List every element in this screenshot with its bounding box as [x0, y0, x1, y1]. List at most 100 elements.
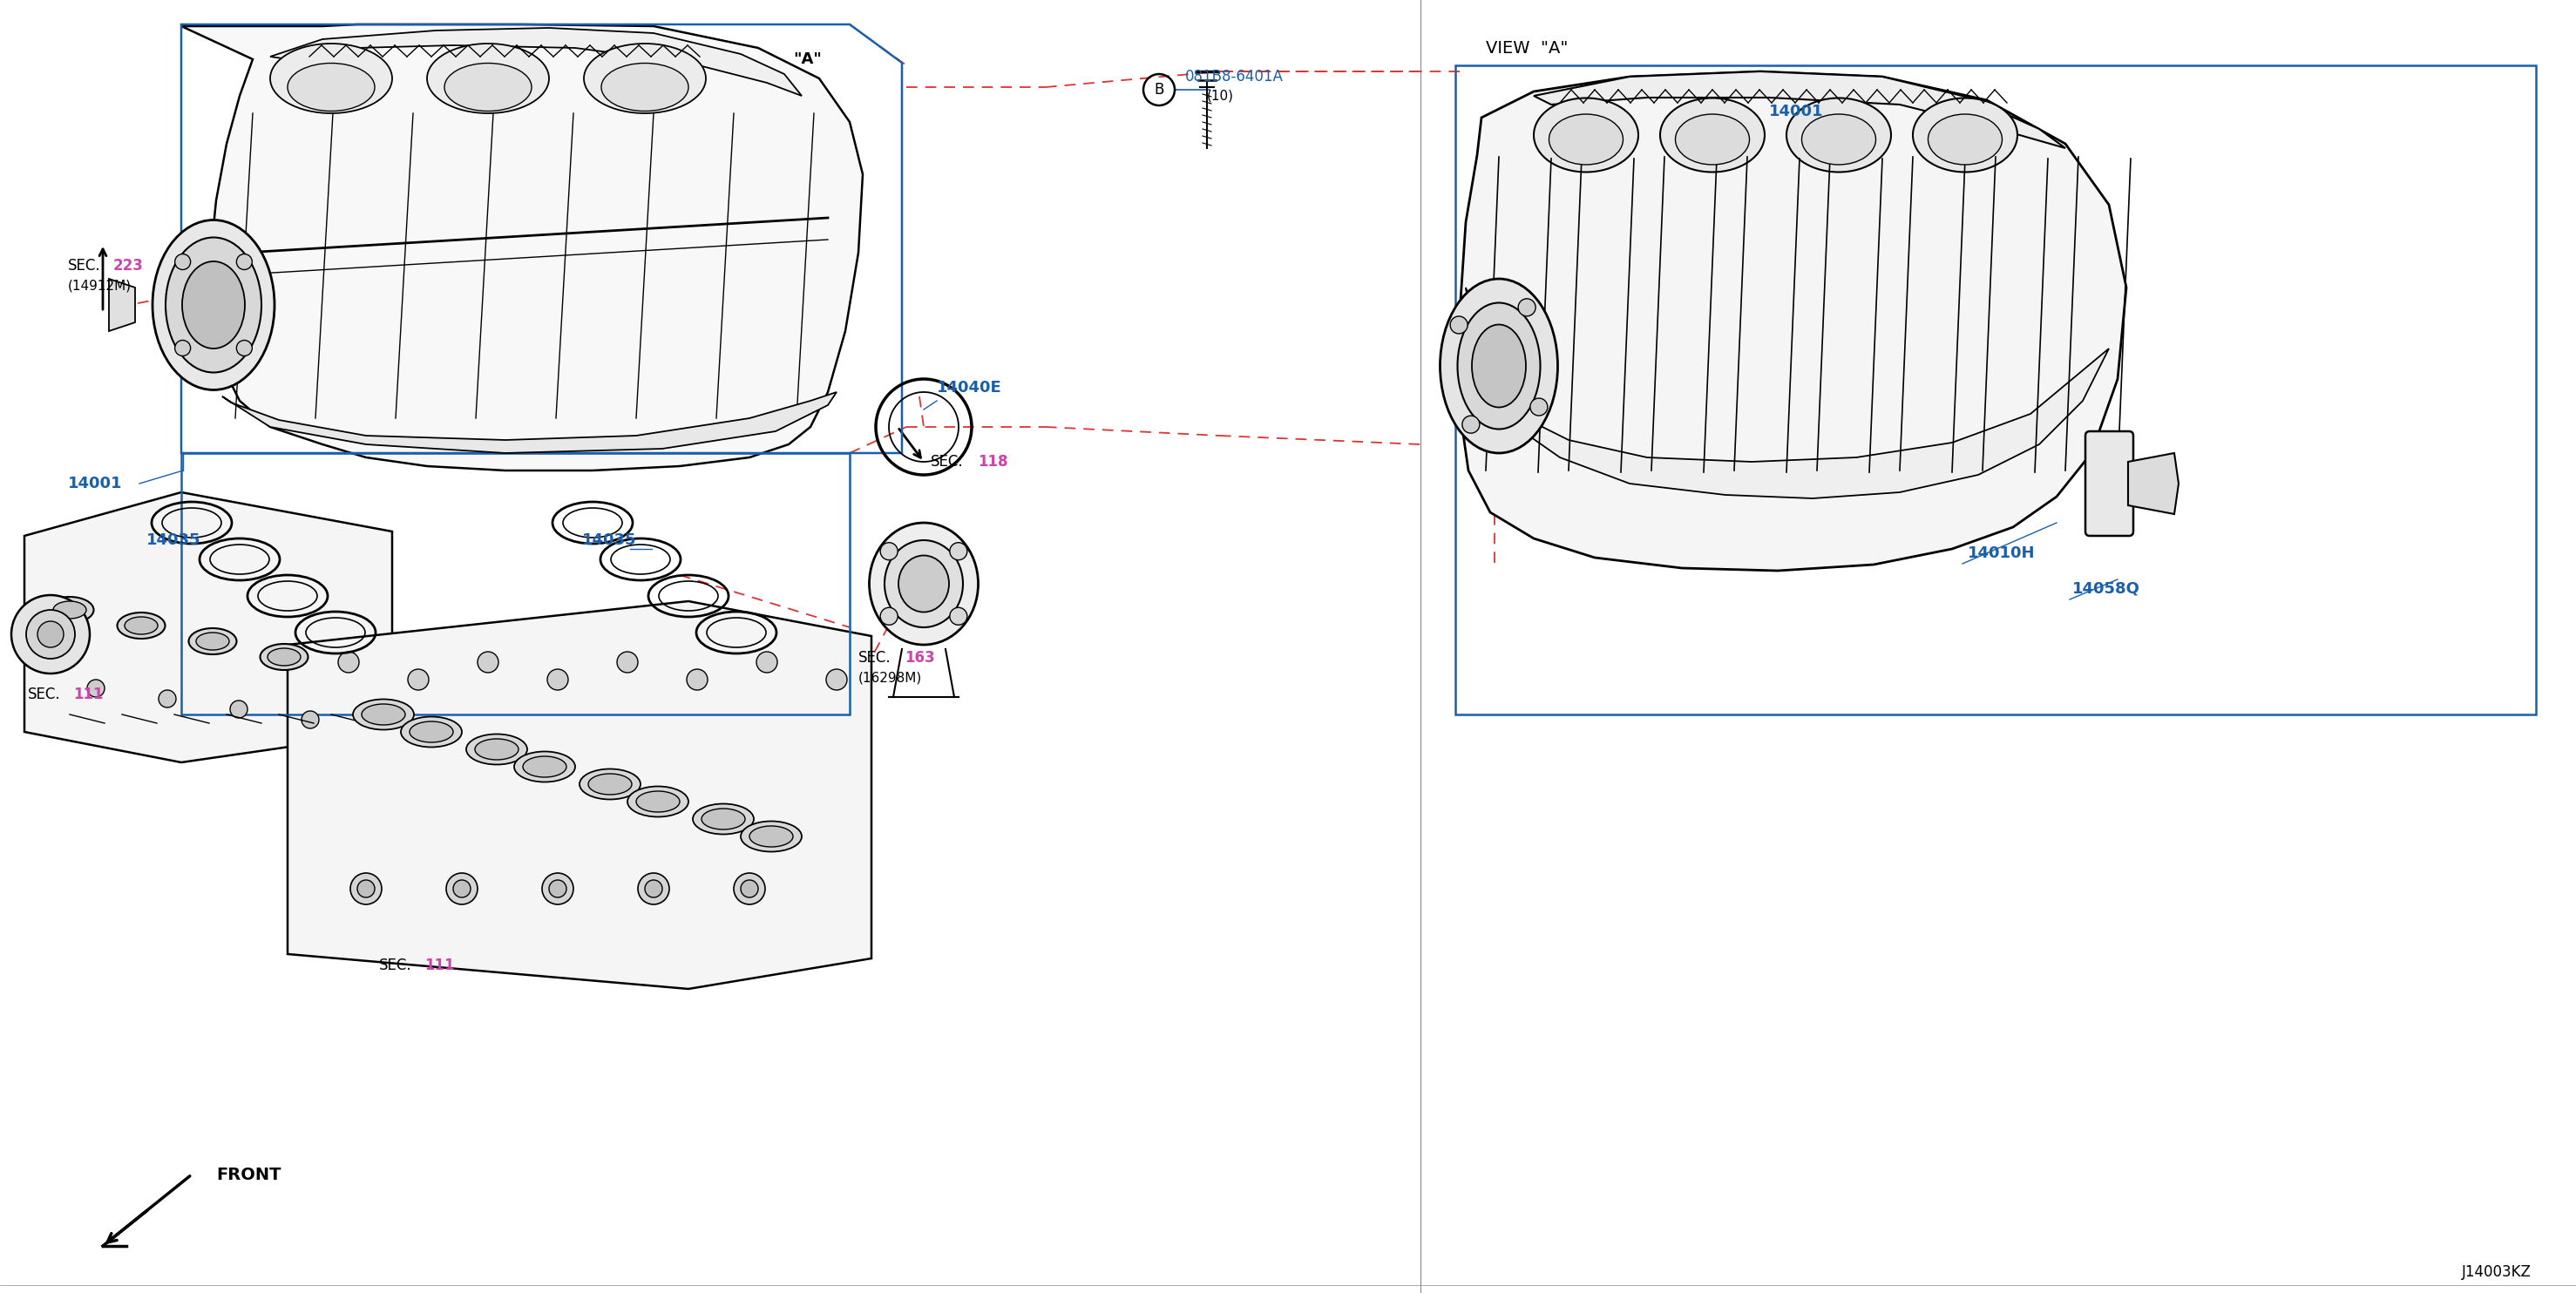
Circle shape	[229, 701, 247, 718]
Circle shape	[175, 253, 191, 270]
Ellipse shape	[361, 703, 404, 725]
Circle shape	[951, 543, 966, 560]
Ellipse shape	[474, 738, 518, 760]
Circle shape	[358, 881, 374, 897]
Text: 14010H: 14010H	[1968, 546, 2035, 561]
Circle shape	[301, 711, 319, 728]
Text: 14001: 14001	[67, 476, 124, 491]
Ellipse shape	[54, 601, 85, 618]
Polygon shape	[270, 28, 801, 96]
Circle shape	[639, 873, 670, 904]
Circle shape	[827, 670, 848, 690]
Ellipse shape	[118, 613, 165, 639]
Ellipse shape	[1440, 279, 1558, 453]
Ellipse shape	[152, 220, 276, 390]
Circle shape	[1517, 299, 1535, 315]
Circle shape	[175, 340, 191, 356]
Circle shape	[881, 543, 896, 560]
Ellipse shape	[410, 721, 453, 742]
Polygon shape	[108, 279, 134, 331]
Text: (14912M): (14912M)	[67, 279, 131, 292]
Text: SEC.: SEC.	[28, 687, 62, 702]
Circle shape	[618, 652, 639, 672]
Text: SEC.: SEC.	[858, 650, 891, 666]
Text: FRONT: FRONT	[216, 1166, 281, 1183]
Circle shape	[951, 608, 966, 625]
Circle shape	[88, 680, 106, 697]
Text: "A": "A"	[793, 52, 822, 67]
Circle shape	[757, 652, 778, 672]
Polygon shape	[222, 392, 837, 453]
Ellipse shape	[701, 808, 744, 830]
Text: (10): (10)	[1208, 89, 1234, 102]
FancyBboxPatch shape	[2087, 432, 2133, 535]
Circle shape	[688, 670, 708, 690]
Text: 111: 111	[425, 958, 453, 974]
Ellipse shape	[165, 238, 260, 372]
Circle shape	[446, 873, 477, 904]
Ellipse shape	[587, 773, 631, 795]
Circle shape	[39, 621, 64, 648]
Ellipse shape	[196, 632, 229, 650]
Ellipse shape	[402, 716, 461, 747]
Text: SEC.: SEC.	[930, 454, 963, 469]
Ellipse shape	[629, 786, 688, 817]
Ellipse shape	[1914, 98, 2017, 172]
Text: SEC.: SEC.	[379, 958, 412, 974]
Polygon shape	[1461, 71, 2125, 570]
Ellipse shape	[750, 826, 793, 847]
Ellipse shape	[636, 791, 680, 812]
Ellipse shape	[428, 44, 549, 114]
Ellipse shape	[46, 597, 93, 623]
Ellipse shape	[515, 751, 574, 782]
Polygon shape	[180, 25, 863, 471]
Ellipse shape	[868, 522, 979, 645]
Ellipse shape	[124, 617, 157, 635]
Ellipse shape	[899, 556, 948, 612]
Circle shape	[10, 595, 90, 674]
Ellipse shape	[1471, 325, 1525, 407]
Text: 14035: 14035	[147, 533, 201, 548]
Ellipse shape	[1674, 114, 1749, 164]
Ellipse shape	[1788, 98, 1891, 172]
Polygon shape	[2128, 453, 2179, 515]
Text: 118: 118	[979, 454, 1007, 469]
Ellipse shape	[1927, 114, 2002, 164]
Text: VIEW  "A": VIEW "A"	[1486, 40, 1569, 56]
Ellipse shape	[188, 628, 237, 654]
Circle shape	[546, 670, 569, 690]
Circle shape	[237, 340, 252, 356]
Circle shape	[477, 652, 500, 672]
Circle shape	[734, 873, 765, 904]
Polygon shape	[289, 601, 871, 989]
Text: 14001: 14001	[1770, 103, 1824, 119]
Text: (16298M): (16298M)	[858, 671, 922, 684]
Polygon shape	[1466, 287, 2110, 498]
Ellipse shape	[1458, 303, 1540, 429]
Ellipse shape	[600, 63, 688, 111]
Ellipse shape	[693, 804, 755, 834]
Circle shape	[549, 881, 567, 897]
Text: 163: 163	[904, 650, 935, 666]
Polygon shape	[23, 493, 392, 763]
Ellipse shape	[742, 821, 801, 852]
Text: 223: 223	[113, 257, 144, 274]
Circle shape	[337, 652, 358, 672]
Ellipse shape	[270, 44, 392, 114]
Circle shape	[160, 690, 175, 707]
Ellipse shape	[446, 63, 531, 111]
Circle shape	[407, 670, 428, 690]
Text: B: B	[1154, 81, 1164, 97]
Circle shape	[1463, 416, 1479, 433]
Circle shape	[1530, 398, 1548, 415]
Ellipse shape	[353, 700, 415, 729]
Circle shape	[644, 881, 662, 897]
Ellipse shape	[289, 63, 374, 111]
Ellipse shape	[1548, 114, 1623, 164]
Ellipse shape	[268, 648, 301, 666]
Circle shape	[237, 253, 252, 270]
Text: 14058Q: 14058Q	[2071, 581, 2141, 596]
Ellipse shape	[523, 756, 567, 777]
Text: 111: 111	[72, 687, 103, 702]
Circle shape	[350, 873, 381, 904]
